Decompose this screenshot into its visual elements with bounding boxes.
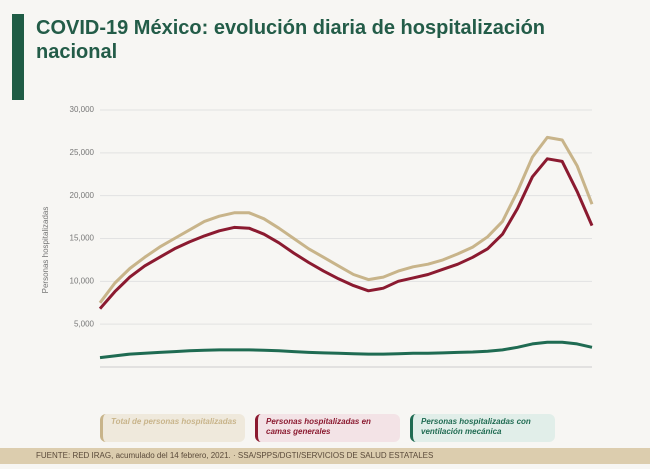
series-line — [99, 340, 593, 360]
legend-entry: Total de personas hospitalizadas — [100, 414, 245, 442]
accent-bar — [12, 14, 24, 100]
chart-title: COVID-19 México: evolución diaria de hos… — [36, 17, 546, 63]
y-tick-label: 25,000 — [70, 148, 95, 157]
series-line — [98, 157, 594, 310]
series-line — [98, 135, 594, 304]
legend-entry: Personas hospitalizadas con ventilación … — [410, 414, 555, 442]
y-tick-label: 20,000 — [70, 191, 95, 200]
y-tick-label: 30,000 — [70, 105, 95, 114]
y-tick-label: 15,000 — [70, 234, 95, 243]
y-tick-label: 10,000 — [70, 276, 95, 285]
y-axis-label: Personas hospitalizadas — [41, 207, 50, 294]
y-tick-label: 5,000 — [74, 319, 95, 328]
legend-entry: Personas hospitalizadas en camas general… — [255, 414, 400, 442]
source: FUENTE: RED IRAG, acumulado del 14 febre… — [36, 451, 434, 460]
footer-bar — [0, 448, 650, 464]
